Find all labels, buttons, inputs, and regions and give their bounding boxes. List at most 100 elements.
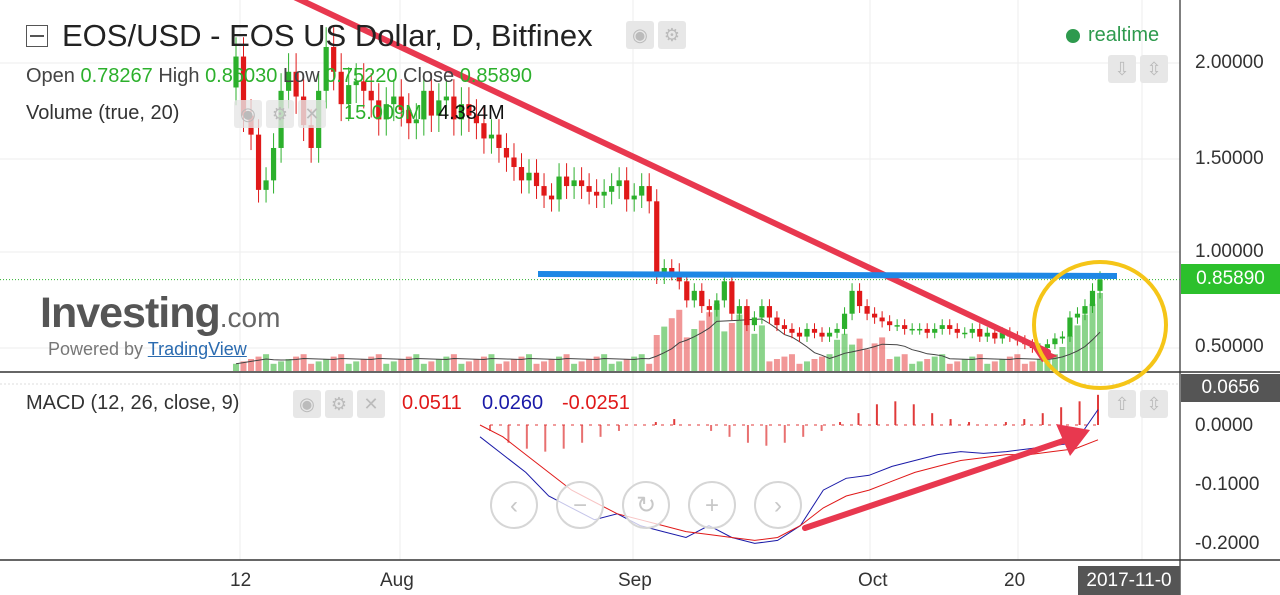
candle-body (939, 325, 945, 329)
volume-bar (653, 335, 660, 371)
investing-logo[interactable]: Investing.com (40, 289, 281, 337)
candle-body (263, 180, 269, 190)
volume-bar (894, 356, 901, 371)
volume-bar (563, 354, 570, 371)
candle-body (1044, 344, 1051, 348)
candle-body (451, 96, 457, 120)
candle-body (323, 47, 329, 91)
volume-bar (608, 363, 615, 371)
candle-body (398, 96, 404, 110)
gear-icon[interactable]: ⚙ (658, 21, 686, 49)
time-tick: 20 (1004, 570, 1026, 591)
price-tick: 1.00000 (1195, 241, 1264, 262)
candle-body (428, 90, 434, 116)
volume-bar (308, 363, 315, 371)
volume-bar (405, 356, 412, 371)
macd-arrows-updown-icon[interactable]: ⇳ (1140, 390, 1168, 418)
volume-bar (390, 361, 397, 371)
macd-eye-icon[interactable]: ◉ (293, 390, 321, 418)
candle-body (684, 281, 690, 301)
volume-bar (751, 333, 758, 371)
candle-body (654, 201, 660, 276)
volume-bar (338, 354, 345, 371)
price-tick: 1.50000 (1195, 148, 1264, 169)
volume-bar (721, 331, 728, 371)
volume-bar (443, 356, 450, 371)
candle-body (1082, 306, 1088, 314)
candle-body (473, 115, 480, 124)
candle-body (932, 328, 938, 333)
candle-body (954, 328, 960, 333)
current-date-tag: 2017-11-0 (1078, 566, 1180, 595)
volume-bar (548, 359, 555, 371)
candle-body (887, 321, 893, 326)
collapse-legend-icon[interactable] (26, 25, 48, 47)
candle-body (376, 100, 382, 120)
candle-body (353, 81, 359, 86)
volume-bar (969, 356, 976, 371)
highlight-circle (1032, 260, 1168, 390)
candle-body (233, 56, 239, 88)
plus-icon[interactable]: + (688, 481, 736, 529)
candle-body (962, 332, 968, 335)
high-label: High (158, 65, 200, 87)
candle-body (586, 186, 592, 192)
candle-body (631, 195, 637, 200)
candle-body (548, 195, 555, 200)
candle-body (518, 167, 525, 181)
low-value: 0.75220 (325, 65, 398, 87)
volume-gear-icon[interactable]: ⚙ (266, 100, 294, 128)
high-value: 0.86030 (205, 65, 278, 87)
volume-bar (1097, 293, 1103, 371)
arrows-updown-icon[interactable]: ⇳ (1140, 55, 1168, 83)
powered-by: Powered by TradingView (48, 339, 247, 359)
candle-body (699, 290, 705, 307)
volume-bar (323, 359, 330, 371)
volume-bar (623, 359, 630, 371)
arrow-up-icon[interactable]: ⇧ (1108, 390, 1136, 418)
eye-icon[interactable]: ◉ (626, 21, 654, 49)
time-tick: Sep (618, 570, 652, 591)
candle-body (406, 109, 412, 124)
volume-eye-icon[interactable]: ◉ (234, 100, 262, 128)
volume-bar (924, 359, 931, 371)
chevron-left-icon[interactable]: ‹ (490, 481, 538, 529)
candle-body (413, 119, 419, 124)
volume-close-icon[interactable]: ✕ (298, 100, 326, 128)
candle-body (571, 180, 577, 187)
realtime-status: realtime (1088, 24, 1160, 46)
macd-gear-icon[interactable]: ⚙ (325, 390, 353, 418)
volume-bar (368, 356, 375, 371)
volume-bar (1021, 363, 1028, 371)
candle-body (616, 180, 622, 187)
candle-body (774, 317, 780, 326)
volume-bar (526, 354, 533, 371)
volume-bar (616, 361, 623, 371)
candle-body (443, 96, 449, 101)
candle-body (902, 325, 908, 329)
chevron-right-icon[interactable]: › (754, 481, 802, 529)
macd-close-icon[interactable]: ✕ (357, 390, 385, 418)
candle-body (826, 332, 833, 337)
candle-body (526, 172, 532, 181)
volume-bar (691, 329, 698, 371)
volume-legend-label: Volume (true, 20) (26, 102, 180, 124)
volume-bar (946, 363, 953, 371)
volume-bar (758, 325, 765, 371)
volume-bar (240, 361, 247, 371)
volume-value: 15.009M (344, 102, 422, 124)
ohlc-legend: Open 0.78267 High 0.86030 Low 0.75220 Cl… (26, 65, 532, 88)
macd-tick: -0.1000 (1195, 474, 1260, 495)
candle-body (706, 306, 712, 310)
candle-body (736, 306, 742, 314)
candle-body (1074, 313, 1081, 318)
candle-body (466, 104, 472, 116)
candle-body (969, 328, 975, 333)
arrow-down-icon[interactable]: ⇩ (1108, 55, 1136, 83)
candle-body (503, 147, 510, 158)
minus-icon[interactable]: − (556, 481, 604, 529)
reset-icon[interactable]: ↻ (622, 481, 670, 529)
tradingview-link[interactable]: TradingView (147, 339, 247, 359)
